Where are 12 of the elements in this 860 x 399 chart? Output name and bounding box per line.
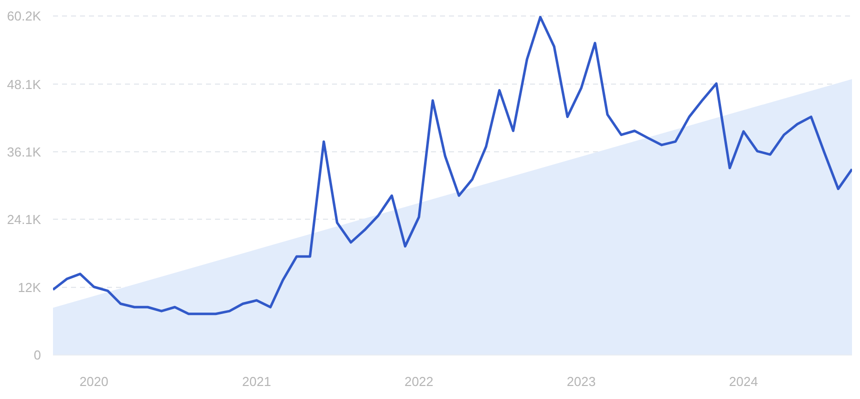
y-tick-label: 12K [18, 280, 42, 296]
x-tick-label: 2024 [729, 374, 758, 390]
x-tick-label: 2020 [79, 374, 108, 390]
x-tick-label: 2023 [566, 374, 596, 390]
y-tick-label: 36.1K [7, 144, 42, 160]
y-tick-label: 0 [34, 348, 41, 363]
x-tick-label: 2021 [242, 374, 272, 390]
y-tick-label: 60.2K [7, 8, 42, 24]
line-series [53, 16, 852, 316]
y-tick-label: 48.1K [7, 76, 42, 92]
y-tick-label: 24.1K [7, 212, 42, 227]
x-tick-label: 2022 [404, 374, 434, 390]
